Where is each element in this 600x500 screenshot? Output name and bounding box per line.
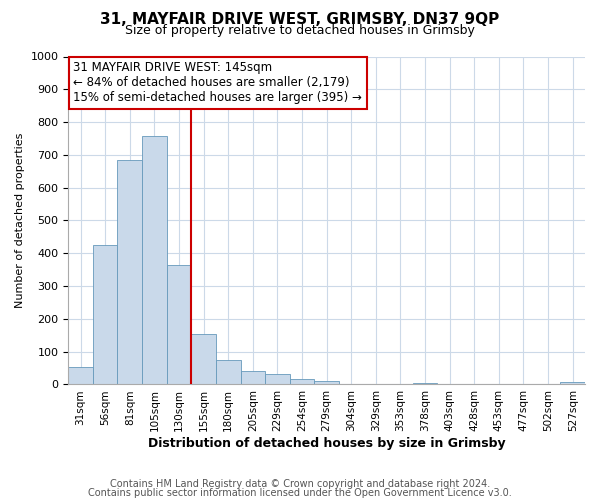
Bar	[290, 379, 314, 384]
X-axis label: Distribution of detached houses by size in Grimsby: Distribution of detached houses by size …	[148, 437, 505, 450]
Bar	[413, 383, 437, 384]
Bar	[118, 160, 142, 384]
Bar	[216, 360, 241, 384]
Bar	[68, 368, 93, 384]
Y-axis label: Number of detached properties: Number of detached properties	[15, 133, 25, 308]
Bar	[142, 136, 167, 384]
Bar	[93, 245, 118, 384]
Text: Contains HM Land Registry data © Crown copyright and database right 2024.: Contains HM Land Registry data © Crown c…	[110, 479, 490, 489]
Text: 31, MAYFAIR DRIVE WEST, GRIMSBY, DN37 9QP: 31, MAYFAIR DRIVE WEST, GRIMSBY, DN37 9Q…	[100, 12, 500, 28]
Bar	[241, 370, 265, 384]
Text: Contains public sector information licensed under the Open Government Licence v3: Contains public sector information licen…	[88, 488, 512, 498]
Text: 31 MAYFAIR DRIVE WEST: 145sqm
← 84% of detached houses are smaller (2,179)
15% o: 31 MAYFAIR DRIVE WEST: 145sqm ← 84% of d…	[73, 62, 362, 104]
Bar	[560, 382, 585, 384]
Bar	[167, 266, 191, 384]
Bar	[265, 374, 290, 384]
Bar	[314, 380, 339, 384]
Text: Size of property relative to detached houses in Grimsby: Size of property relative to detached ho…	[125, 24, 475, 37]
Bar	[191, 334, 216, 384]
